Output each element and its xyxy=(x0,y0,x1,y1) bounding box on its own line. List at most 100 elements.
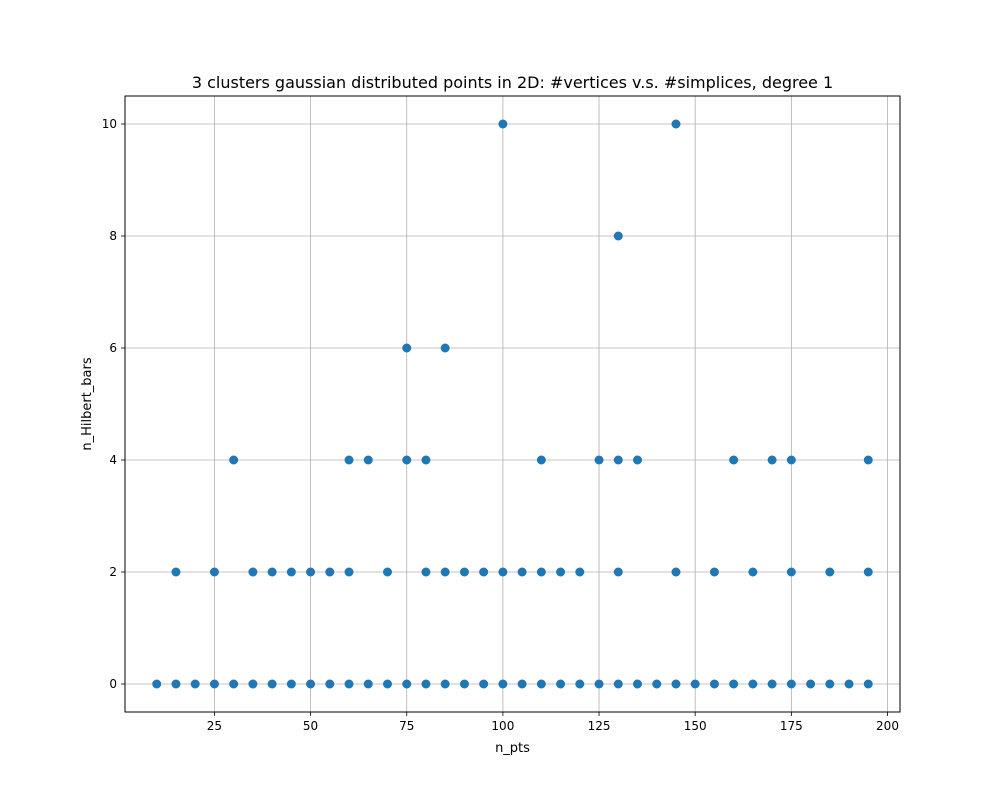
data-point xyxy=(613,455,623,465)
data-point xyxy=(786,567,796,577)
data-point xyxy=(209,567,219,577)
data-point xyxy=(402,343,412,353)
data-point xyxy=(171,679,181,689)
data-point xyxy=(440,343,450,353)
data-point xyxy=(190,679,200,689)
data-point xyxy=(402,679,412,689)
data-point xyxy=(306,679,316,689)
data-point xyxy=(786,679,796,689)
data-point xyxy=(556,679,566,689)
data-point xyxy=(748,679,758,689)
data-point xyxy=(344,567,354,577)
data-point xyxy=(286,567,296,577)
y-tick-label: 2 xyxy=(109,565,117,579)
data-point xyxy=(229,679,239,689)
x-tick-label: 50 xyxy=(303,719,318,733)
x-tick-label: 100 xyxy=(491,719,514,733)
x-tick-label: 125 xyxy=(588,719,611,733)
data-point xyxy=(383,567,392,577)
data-point xyxy=(575,567,585,577)
data-point xyxy=(825,679,835,689)
data-point xyxy=(286,679,296,689)
data-point xyxy=(248,679,258,689)
plot-frame xyxy=(124,95,901,713)
y-axis-ticks: 0 2 4 6 8 10 xyxy=(102,117,125,691)
x-axis-label: n_pts xyxy=(495,741,530,756)
data-point xyxy=(517,679,527,689)
y-tick-label: 6 xyxy=(109,341,117,355)
data-point xyxy=(729,455,739,465)
data-point xyxy=(556,567,566,577)
data-point xyxy=(863,567,873,577)
data-point xyxy=(786,455,796,465)
data-point xyxy=(459,679,469,689)
data-point xyxy=(363,679,373,689)
data-point xyxy=(479,567,489,577)
data-point xyxy=(517,567,527,577)
data-point xyxy=(844,679,854,689)
data-point xyxy=(767,455,777,465)
y-tick-label: 8 xyxy=(109,229,117,243)
data-point xyxy=(806,679,816,689)
data-point xyxy=(633,455,642,465)
x-tick-label: 150 xyxy=(684,719,707,733)
y-tick-label: 4 xyxy=(109,453,117,467)
data-point xyxy=(421,455,431,465)
data-point xyxy=(709,567,719,577)
chart-title: 3 clusters gaussian distributed points i… xyxy=(192,73,833,92)
data-point xyxy=(536,567,546,577)
data-point xyxy=(671,679,681,689)
data-point xyxy=(671,567,681,577)
data-point xyxy=(421,567,431,577)
data-point xyxy=(363,455,373,465)
data-point xyxy=(863,679,873,689)
data-point xyxy=(536,455,546,465)
x-tick-label: 175 xyxy=(780,719,803,733)
data-point xyxy=(825,567,835,577)
data-point xyxy=(325,567,335,577)
data-point xyxy=(267,679,277,689)
data-point xyxy=(306,567,316,577)
y-tick-label: 10 xyxy=(102,117,117,131)
data-point xyxy=(459,567,469,577)
data-point xyxy=(498,679,508,689)
data-point xyxy=(767,679,777,689)
x-axis-ticks: 25 50 75 100 125 150 175 200 xyxy=(207,712,899,733)
data-point xyxy=(671,119,681,129)
data-points xyxy=(152,119,873,689)
x-tick-label: 200 xyxy=(876,719,899,733)
data-point xyxy=(575,679,585,689)
data-point xyxy=(536,679,546,689)
data-point xyxy=(229,455,239,465)
data-point xyxy=(248,567,258,577)
data-point xyxy=(344,455,354,465)
data-point xyxy=(479,679,489,689)
data-point xyxy=(613,679,623,689)
data-point xyxy=(325,679,335,689)
data-point xyxy=(498,119,508,129)
data-point xyxy=(709,679,719,689)
data-point xyxy=(152,679,162,689)
data-point xyxy=(440,679,450,689)
x-tick-label: 25 xyxy=(207,719,222,733)
data-point xyxy=(344,679,354,689)
data-point xyxy=(613,231,623,241)
data-point xyxy=(498,567,508,577)
data-point xyxy=(690,679,700,689)
data-point xyxy=(402,455,412,465)
data-point xyxy=(652,679,662,689)
x-tick-label: 75 xyxy=(399,719,414,733)
data-point xyxy=(209,679,219,689)
data-point xyxy=(729,679,739,689)
data-point xyxy=(440,567,450,577)
data-point xyxy=(633,679,642,689)
y-axis-label: n_Hilbert_bars xyxy=(80,357,95,450)
data-point xyxy=(863,455,873,465)
data-point xyxy=(748,567,758,577)
y-tick-label: 0 xyxy=(109,677,117,691)
data-point xyxy=(267,567,277,577)
data-point xyxy=(383,679,392,689)
data-point xyxy=(613,567,623,577)
